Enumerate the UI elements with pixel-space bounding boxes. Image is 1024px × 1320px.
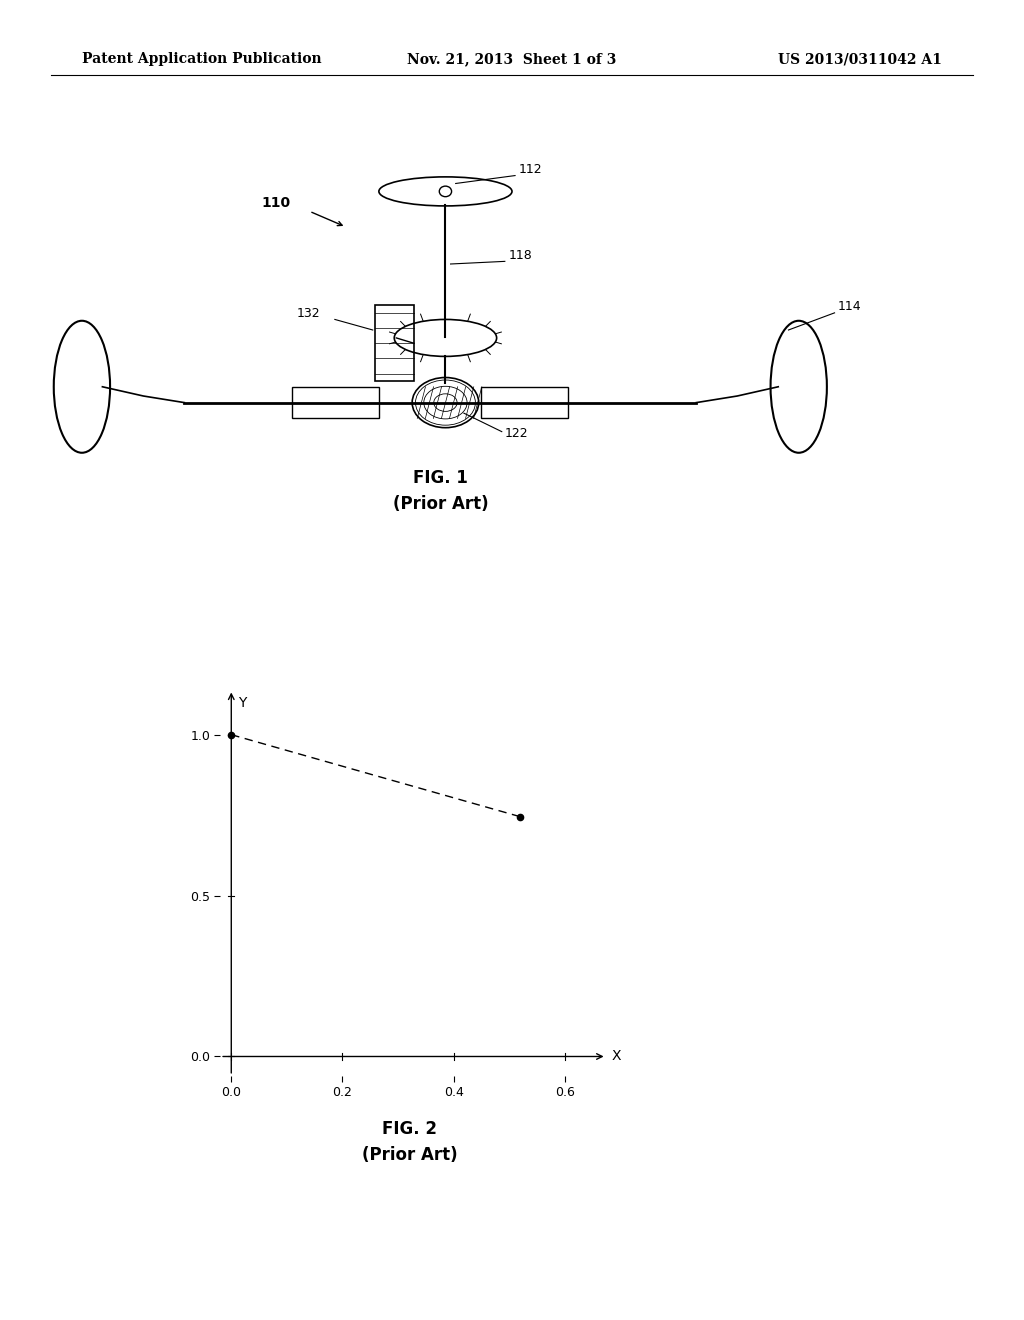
Text: (Prior Art): (Prior Art) (361, 1146, 458, 1164)
Text: 112: 112 (519, 162, 543, 176)
Text: 118: 118 (509, 248, 532, 261)
Bar (481, 387, 568, 418)
Text: US 2013/0311042 A1: US 2013/0311042 A1 (778, 53, 942, 66)
Text: 122: 122 (505, 426, 528, 440)
Text: FIG. 1: FIG. 1 (413, 469, 468, 487)
Text: FIG. 2: FIG. 2 (382, 1119, 437, 1138)
Text: X: X (612, 1049, 622, 1064)
Text: 114: 114 (838, 300, 861, 313)
Text: 110: 110 (262, 197, 291, 210)
Text: Y: Y (238, 696, 247, 710)
Bar (375, 305, 414, 381)
Text: Nov. 21, 2013  Sheet 1 of 3: Nov. 21, 2013 Sheet 1 of 3 (408, 53, 616, 66)
Ellipse shape (439, 186, 452, 197)
Text: Patent Application Publication: Patent Application Publication (82, 53, 322, 66)
Bar (292, 387, 379, 418)
Text: (Prior Art): (Prior Art) (392, 495, 488, 513)
Text: 132: 132 (297, 306, 321, 319)
